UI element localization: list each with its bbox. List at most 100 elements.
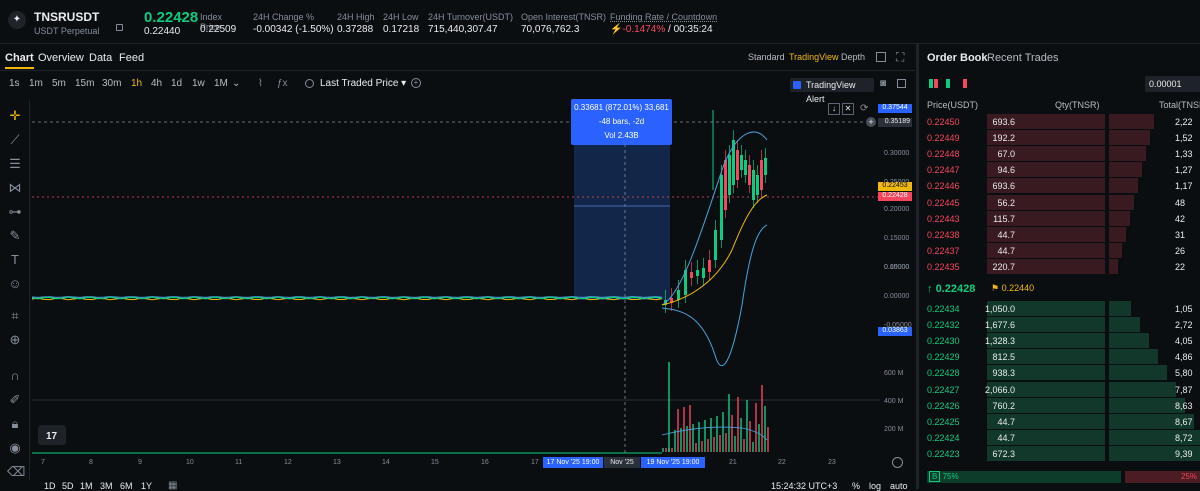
interval-15m[interactable]: 15m — [75, 78, 95, 89]
view-asks-icon[interactable] — [963, 79, 972, 88]
view-bids-icon[interactable] — [946, 79, 955, 88]
interval-more-icon[interactable]: ⌄ — [232, 78, 241, 89]
add-icon[interactable]: + — [411, 78, 421, 88]
clock-time[interactable]: 15:24:32 UTC+3 — [771, 481, 838, 491]
bid-row[interactable]: 0.22429 812.5 4,86 — [919, 349, 1200, 365]
calendar-icon[interactable]: ▦ — [168, 480, 178, 491]
tab-overview[interactable]: Overview — [38, 52, 84, 64]
bid-row[interactable]: 0.22426 760.2 8,63 — [919, 397, 1200, 414]
refresh-icon[interactable]: ⟳ — [860, 103, 869, 114]
interval-1h[interactable]: 1h — [131, 78, 143, 89]
chart-type-icon[interactable]: ⌇ — [258, 78, 263, 89]
emoji-icon[interactable]: ☺ — [8, 276, 22, 291]
tv-logo-text: 17 — [46, 431, 58, 442]
hlines-icon[interactable]: ☰ — [9, 156, 21, 171]
time-tick-label: 14 — [382, 459, 390, 466]
range-3M[interactable]: 3M — [100, 481, 113, 491]
view-both-icon[interactable] — [929, 79, 938, 88]
crosshair-icon[interactable]: ✛ — [9, 108, 21, 123]
ask-row[interactable]: 0.22447 94.6 1,27 — [919, 162, 1200, 178]
measure-volume: Vol 2.43B — [604, 131, 639, 140]
expand-icon[interactable] — [897, 79, 906, 88]
interval-1s[interactable]: 1s — [9, 78, 20, 89]
view-depth[interactable]: Depth — [841, 52, 866, 62]
tag-last: 0.22428 — [878, 192, 912, 201]
interval-1m[interactable]: 1m — [29, 78, 43, 89]
trash-icon[interactable]: ⌫ — [7, 464, 26, 479]
tab-feed[interactable]: Feed — [119, 52, 145, 64]
fib-icon[interactable]: ⊶ — [8, 204, 22, 219]
eye-icon[interactable]: ◉ — [9, 440, 21, 455]
panel-separator[interactable] — [916, 44, 919, 489]
bid-row[interactable]: 0.22430 1,328.3 4,05 — [919, 333, 1200, 349]
axis-settings-icon[interactable] — [892, 457, 903, 468]
ask-row[interactable]: 0.22448 67.0 1,33 — [919, 146, 1200, 162]
interval-30m[interactable]: 30m — [102, 78, 122, 89]
tradingview-alert-button[interactable]: TradingView Alert — [790, 78, 874, 104]
y-tick-label: 0.30000 — [884, 150, 910, 157]
ask-row[interactable]: 0.22446 693.6 1,17 — [919, 178, 1200, 194]
volume-bar — [743, 439, 745, 452]
range-5D[interactable]: 5D — [62, 481, 74, 491]
range-1Y[interactable]: 1Y — [141, 481, 153, 491]
lock-icon[interactable]: 🔒︎ — [11, 416, 19, 431]
ask-row[interactable]: 0.22450 693.6 2,22 — [919, 114, 1200, 130]
interval-4h[interactable]: 4h — [151, 78, 163, 89]
percent-toggle[interactable]: % — [852, 481, 861, 491]
trendline-icon[interactable]: ⟋ — [10, 132, 20, 147]
ruler-icon[interactable]: ⌗ — [11, 308, 19, 323]
view-standard[interactable]: Standard — [748, 52, 785, 62]
ask-row[interactable]: 0.22449 192.2 1,52 — [919, 130, 1200, 146]
drawing-toolbar: ✛ ⟋ ☰ ⋈ ⊶ ✎ T ☺ ⌗ ⊕ ∩ ✐ 🔒︎ ◉ ⌫ — [0, 100, 30, 480]
ask-row[interactable]: 0.22438 44.7 31 — [919, 226, 1200, 243]
fullscreen-icon[interactable]: ⛶ — [896, 50, 905, 64]
bid-row[interactable]: 0.22432 1,677.6 2,72 — [919, 317, 1200, 333]
bid-row[interactable]: 0.22425 44.7 8,67 — [919, 413, 1200, 430]
mid-mark: ⚑ 0.22440 — [991, 283, 1035, 293]
tab-recent-trades[interactable]: Recent Trades — [987, 52, 1059, 64]
zoom-icon[interactable]: ⊕ — [9, 332, 21, 347]
camera-icon[interactable]: ◙ — [880, 78, 887, 89]
text-icon[interactable]: T — [11, 252, 19, 267]
volume-bar — [671, 448, 673, 452]
ask-row[interactable]: 0.22435 220.7 22 — [919, 258, 1200, 275]
symbol-name[interactable]: TNSRUSDT — [34, 10, 100, 24]
bid-row[interactable]: 0.22428 938.3 5,80 — [919, 365, 1200, 381]
step-select[interactable]: 0.00001 — [1145, 76, 1200, 92]
layout-grid-icon[interactable] — [876, 52, 886, 62]
bid-row[interactable]: 0.22427 2,066.0 7,87 — [919, 381, 1200, 398]
bid-row[interactable]: 0.22424 44.7 8,72 — [919, 429, 1200, 446]
price-chart[interactable]: 17 — [32, 100, 915, 455]
interval-5m[interactable]: 5m — [52, 78, 66, 89]
range-6M[interactable]: 6M — [120, 481, 133, 491]
interval-1w[interactable]: 1w — [192, 78, 205, 89]
lock-draw-icon[interactable]: ✐ — [9, 392, 21, 407]
brush-icon[interactable]: ✎ — [9, 228, 21, 243]
bid-row[interactable]: 0.22434 1,050.0 1,05 — [919, 301, 1200, 317]
pitchfork-icon[interactable]: ⋈ — [8, 180, 22, 195]
ask-row[interactable]: 0.22437 44.7 26 — [919, 242, 1200, 259]
price-type-select[interactable]: Last Traded Price ▾ — [320, 78, 407, 89]
ask-row[interactable]: 0.22445 56.2 48 — [919, 194, 1200, 211]
interval-1d[interactable]: 1d — [171, 78, 183, 89]
close-icon[interactable]: ✕ — [842, 103, 854, 115]
settings-icon[interactable] — [305, 79, 314, 88]
interval-1M[interactable]: 1M — [214, 78, 228, 89]
indicators-icon[interactable]: ƒx — [277, 78, 288, 89]
tab-data[interactable]: Data — [89, 52, 113, 64]
orderbook-panel: Order Book Recent Trades 0.00001 Price(U… — [919, 44, 1200, 489]
row-price: 0.22427 — [927, 384, 960, 395]
scroll-down-icon[interactable]: ↓ — [828, 103, 840, 115]
bid-row[interactable]: 0.22423 672.3 9,39 — [919, 445, 1200, 462]
tab-order-book[interactable]: Order Book — [927, 52, 988, 64]
view-tradingview[interactable]: TradingView — [789, 52, 839, 62]
favorite-icon[interactable] — [116, 24, 123, 31]
range-1M[interactable]: 1M — [80, 481, 93, 491]
tab-chart[interactable]: Chart — [5, 52, 34, 69]
ask-row[interactable]: 0.22443 115.7 42 — [919, 210, 1200, 227]
range-1D[interactable]: 1D — [44, 481, 56, 491]
magnet-icon[interactable]: ∩ — [10, 368, 20, 383]
add-alert-icon[interactable]: + — [866, 117, 876, 127]
log-toggle[interactable]: log — [869, 481, 882, 491]
auto-toggle[interactable]: auto — [890, 481, 908, 491]
